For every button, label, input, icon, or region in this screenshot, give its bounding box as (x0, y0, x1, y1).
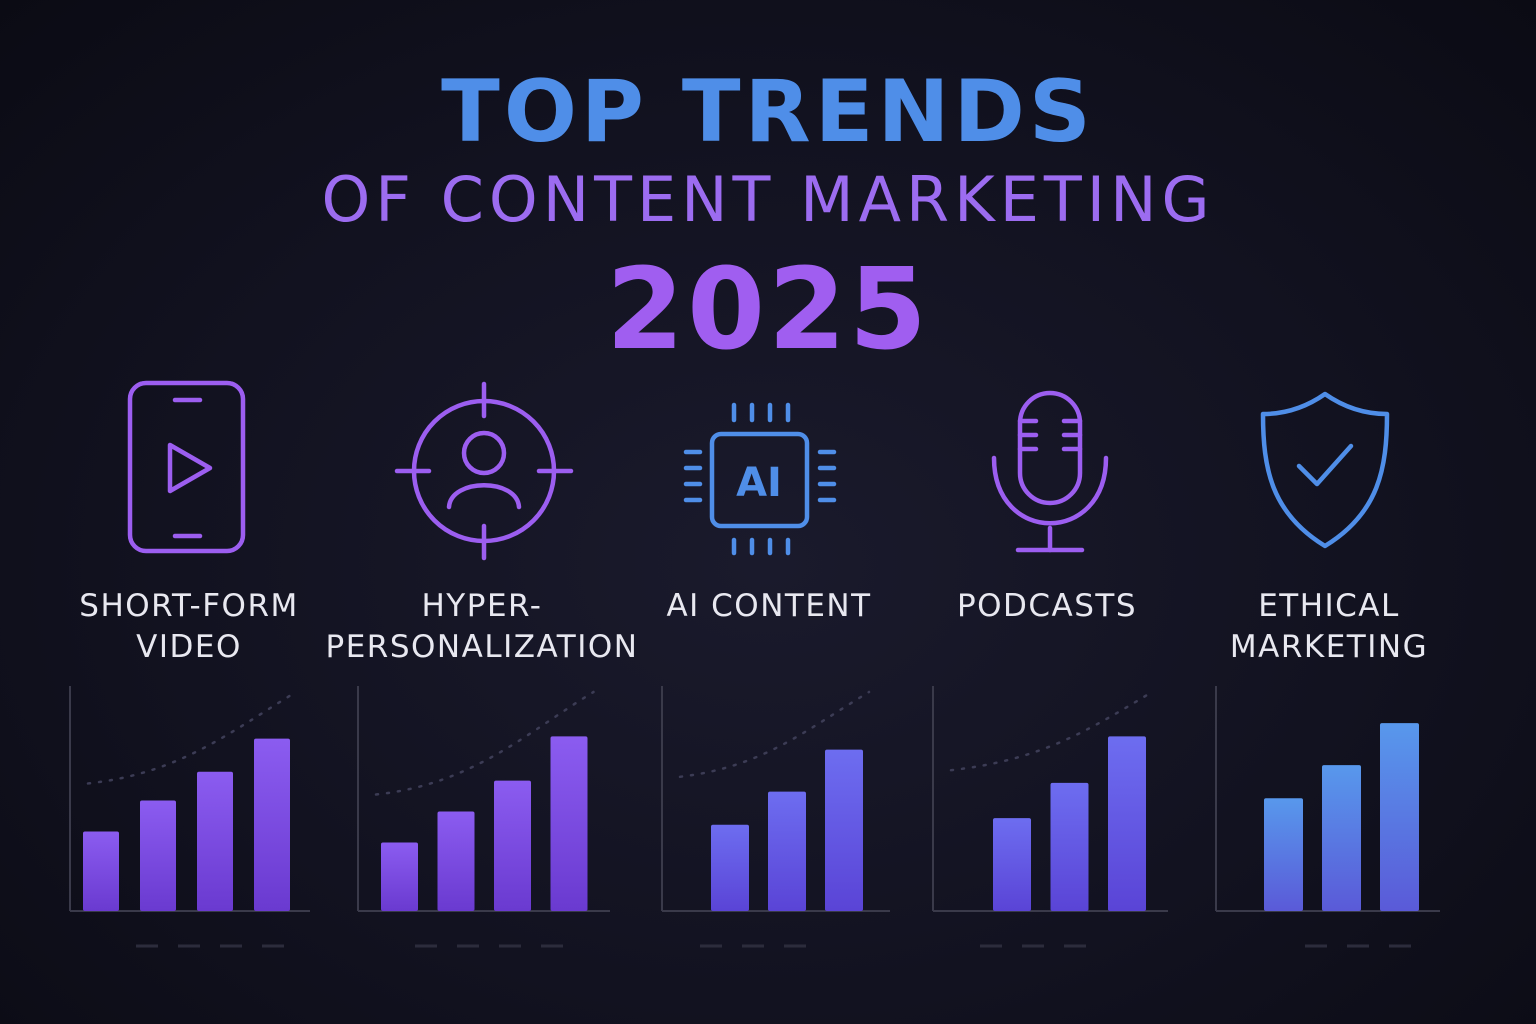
bar (437, 811, 475, 911)
ai-chip-text: AI (736, 460, 782, 506)
label-line: ETHICAL (1258, 588, 1400, 624)
bar (825, 749, 863, 911)
bar (1108, 736, 1146, 911)
bar (711, 824, 749, 911)
bar (83, 831, 119, 911)
bar (1322, 765, 1361, 911)
microphone-icon (991, 390, 1109, 553)
trend-label-podcasts: PODCASTS (882, 586, 1212, 627)
label-line: VIDEO (136, 629, 242, 665)
label-line: HYPER- (421, 588, 543, 624)
shield-check-icon (1260, 391, 1390, 549)
title-line-2: OF CONTENT MARKETING (321, 163, 1215, 236)
bar (494, 780, 531, 911)
bar (1264, 798, 1303, 911)
trend-label-ethical-marketing: ETHICAL MARKETING (1164, 586, 1494, 668)
ai-chip-icon: AI (683, 402, 837, 556)
trend-dotted-line (374, 690, 595, 796)
label-line: SHORT-FORM (79, 588, 299, 624)
trend-label-short-form-video: SHORT-FORM VIDEO (24, 586, 354, 668)
bar (381, 842, 418, 911)
title-line-1: TOP TRENDS (441, 62, 1095, 162)
label-line: AI CONTENT (666, 588, 872, 624)
trend-label-hyper-personalization: HYPER- PERSONALIZATION (317, 586, 647, 668)
bar (254, 738, 290, 911)
trend-dotted-line (86, 690, 298, 785)
title-year: 2025 (606, 245, 930, 375)
trend-dotted-line (949, 690, 1154, 772)
label-line: PODCASTS (956, 588, 1138, 624)
bar (768, 791, 806, 911)
bar (197, 771, 233, 911)
target-user-icon (394, 381, 574, 561)
bar (1380, 723, 1419, 911)
trend-label-ai-content: AI CONTENT (604, 586, 934, 627)
bar (140, 800, 176, 911)
label-line: PERSONALIZATION (325, 629, 639, 665)
bar (1050, 782, 1089, 911)
bar (993, 818, 1031, 911)
smartphone-play-icon (127, 380, 246, 554)
bar (550, 736, 588, 911)
label-line: MARKETING (1229, 629, 1429, 665)
